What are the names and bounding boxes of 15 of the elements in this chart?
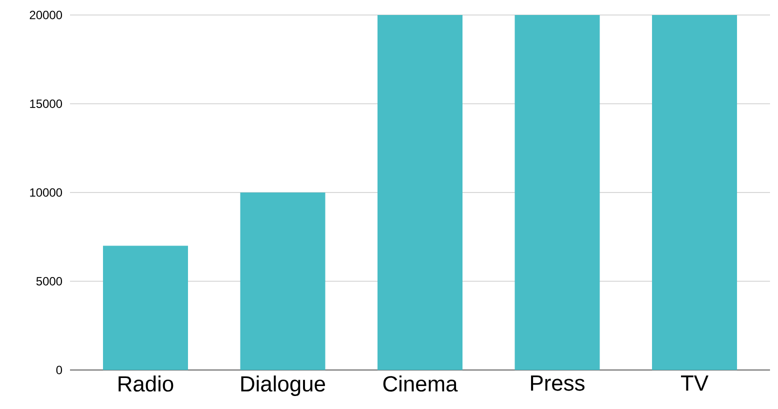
bar: [652, 14, 738, 370]
x-tick-label: Dialogue: [241, 376, 326, 396]
bar: [378, 14, 463, 370]
bar: [514, 14, 600, 370]
x-tick-label: Radio: [118, 376, 174, 392]
bar: [102, 246, 188, 370]
y-tick-label: 5000: [36, 277, 62, 286]
y-tick-label: 20000: [30, 10, 62, 20]
y-tick-label: 10000: [30, 188, 62, 197]
x-tick-label: Press: [531, 376, 584, 391]
x-tick-label: TV: [681, 376, 708, 391]
bar: [240, 192, 326, 370]
y-tick-label: 0: [56, 366, 62, 374]
y-tick-label: 15000: [30, 100, 62, 108]
x-tick-label: Cinema: [383, 376, 458, 392]
